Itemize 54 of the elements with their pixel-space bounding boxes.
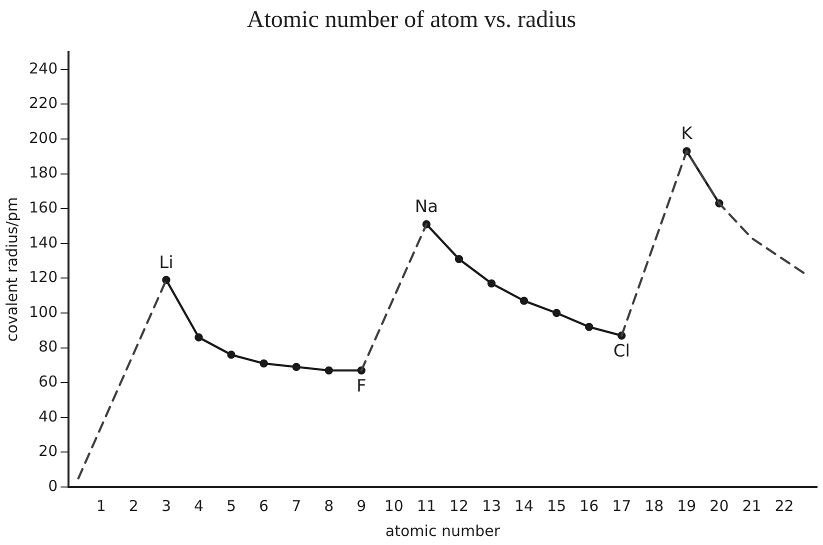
x-tick-label: 21 xyxy=(742,496,762,515)
annotation: Na xyxy=(414,197,438,218)
x-tick-label: 8 xyxy=(324,496,334,515)
annotation: Cl xyxy=(613,342,630,362)
point xyxy=(487,279,496,288)
x-tick-label: 2 xyxy=(128,496,138,515)
x-tick-label: 3 xyxy=(161,496,171,515)
x-tick-label: 10 xyxy=(384,496,404,515)
x-tick-label: 1 xyxy=(96,496,106,515)
x-tick-label: 9 xyxy=(356,496,366,515)
y-tick-label: 220 xyxy=(28,94,58,112)
annotation: F xyxy=(356,376,366,396)
y-tick-label: 40 xyxy=(38,407,58,426)
point xyxy=(454,254,464,264)
point xyxy=(584,322,594,332)
x-tick-label: 17 xyxy=(612,496,632,515)
y-tick-label: 200 xyxy=(28,128,58,147)
y-tick-label: 140 xyxy=(28,233,58,252)
y-axis-title: covalent radius/pm xyxy=(2,197,21,342)
y-tick-label: 180 xyxy=(28,164,58,182)
x-tick-label: 4 xyxy=(194,496,204,515)
y-tick-label: 120 xyxy=(28,268,58,286)
chart-title: Atomic number of atom vs. radius xyxy=(246,6,578,35)
x-axis-title: atomic number xyxy=(385,522,501,540)
x-tick-label: 14 xyxy=(514,496,534,515)
x-tick-label: 19 xyxy=(677,496,696,515)
x-tick-label: 7 xyxy=(292,496,302,515)
y-tick-label: 160 xyxy=(28,198,58,216)
x-tick-label: 13 xyxy=(482,496,502,515)
annotation: Li xyxy=(159,252,174,273)
x-tick-label: 6 xyxy=(259,496,269,515)
point xyxy=(552,308,561,318)
annotation: K xyxy=(681,124,694,144)
x-tick-label: 5 xyxy=(226,496,236,515)
point xyxy=(520,296,528,305)
point xyxy=(227,350,236,359)
x-tick-label: 22 xyxy=(774,496,794,515)
point xyxy=(194,333,203,342)
x-tick-label: 12 xyxy=(449,496,469,515)
y-tick-label: 0 xyxy=(48,476,58,495)
point xyxy=(324,366,333,375)
y-tick-label: 20 xyxy=(38,442,58,460)
x-tick-label: 16 xyxy=(580,496,599,515)
y-tick-label: 80 xyxy=(38,338,58,356)
y-tick-label: 60 xyxy=(38,372,58,390)
point xyxy=(162,276,170,284)
x-tick-label: 11 xyxy=(416,496,436,515)
x-tick-label: 20 xyxy=(710,496,729,515)
x-tick-label: 18 xyxy=(644,496,664,515)
y-tick-label: 100 xyxy=(28,302,58,321)
point xyxy=(292,362,300,372)
y-tick-label: 240 xyxy=(28,59,58,78)
x-tick-label: 15 xyxy=(547,496,566,515)
point xyxy=(260,359,268,368)
